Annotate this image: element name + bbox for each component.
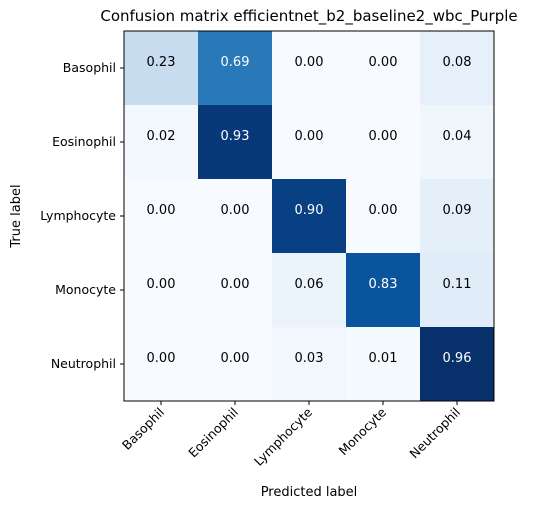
cell-value-label: 0.96 — [443, 351, 472, 366]
cell-value-label: 0.03 — [295, 351, 324, 366]
heatmap-cell — [346, 327, 421, 402]
heatmap-cell — [346, 31, 421, 106]
cell-value-label: 0.00 — [147, 351, 176, 366]
cell-value-label: 0.00 — [369, 129, 398, 144]
x-tick-label: Basophil — [119, 405, 167, 453]
heatmap-cell — [124, 31, 199, 106]
heatmap-cell — [198, 179, 273, 254]
heatmap-cell — [420, 179, 495, 254]
y-tick-label: Basophil — [63, 60, 116, 75]
cell-value-labels: 0.23 0.69 0.00 0.00 0.08 0.02 0.93 0.00 0.00 0.04… — [147, 55, 472, 366]
heatmap-cells — [124, 31, 495, 402]
heatmap-cell — [124, 253, 199, 328]
cell-value-label: 0.69 — [221, 55, 250, 70]
heatmap-cell — [272, 179, 347, 254]
heatmap-cell — [272, 327, 347, 402]
heatmap-cell — [346, 253, 421, 328]
heatmap-cell — [124, 327, 199, 402]
cell-value-label: 0.00 — [147, 203, 176, 218]
cell-value-label: 0.06 — [295, 277, 324, 292]
x-tick-label: Monocyte — [335, 404, 389, 458]
y-tick-label: Eosinophil — [52, 134, 116, 149]
y-axis-label: True label — [9, 184, 24, 248]
cell-value-label: 0.00 — [369, 203, 398, 218]
heatmap-cell — [420, 31, 495, 106]
cell-value-label: 0.00 — [221, 277, 250, 292]
cell-value-label: 0.01 — [369, 351, 398, 366]
y-tick-label: Lymphocyte — [40, 208, 116, 223]
cell-value-label: 0.90 — [295, 203, 324, 218]
cell-value-label: 0.04 — [443, 129, 472, 144]
heatmap-cell — [124, 179, 199, 254]
heatmap-cell — [124, 105, 199, 180]
cell-value-label: 0.00 — [369, 55, 398, 70]
y-tick-label: Monocyte — [55, 282, 116, 297]
cell-value-label: 0.93 — [221, 129, 250, 144]
heatmap-cell — [198, 327, 273, 402]
heatmap-cell — [198, 31, 273, 106]
x-axis-label: Predicted label — [261, 485, 358, 500]
y-axis-ticks: Basophil Eosinophil Lymphocyte Monocyte Neut… — [40, 60, 124, 371]
cell-value-label: 0.00 — [295, 129, 324, 144]
heatmap-cell — [272, 105, 347, 180]
heatmap-cell — [346, 179, 421, 254]
cell-value-label: 0.11 — [443, 277, 472, 292]
cell-value-label: 0.08 — [443, 55, 472, 70]
x-tick-label: Lymphocyte — [251, 404, 315, 468]
cell-value-label: 0.00 — [221, 351, 250, 366]
x-axis-ticks: Basophil Eosinophil Lymphocyte Monocyte Neut… — [119, 401, 463, 469]
heatmap-cell — [420, 105, 495, 180]
heatmap-cell — [272, 253, 347, 328]
y-tick-label: Neutrophil — [51, 356, 116, 371]
heatmap-cell — [420, 253, 495, 328]
cell-value-label: 0.83 — [369, 277, 398, 292]
heatmap-cell — [272, 31, 347, 106]
cell-value-label: 0.00 — [295, 55, 324, 70]
heatmap-cell — [420, 327, 495, 402]
heatmap-cell — [198, 253, 273, 328]
heatmap-cell — [198, 105, 273, 180]
cell-value-label: 0.09 — [443, 203, 472, 218]
x-tick-label: Eosinophil — [185, 405, 241, 461]
x-tick-label: Neutrophil — [406, 405, 463, 462]
cell-value-label: 0.00 — [147, 277, 176, 292]
cell-value-label: 0.02 — [147, 129, 176, 144]
cell-value-label: 0.23 — [147, 55, 176, 70]
cell-value-label: 0.00 — [221, 203, 250, 218]
heatmap-cell — [346, 105, 421, 180]
chart-title: Confusion matrix efficientnet_b2_baselin… — [100, 7, 517, 26]
